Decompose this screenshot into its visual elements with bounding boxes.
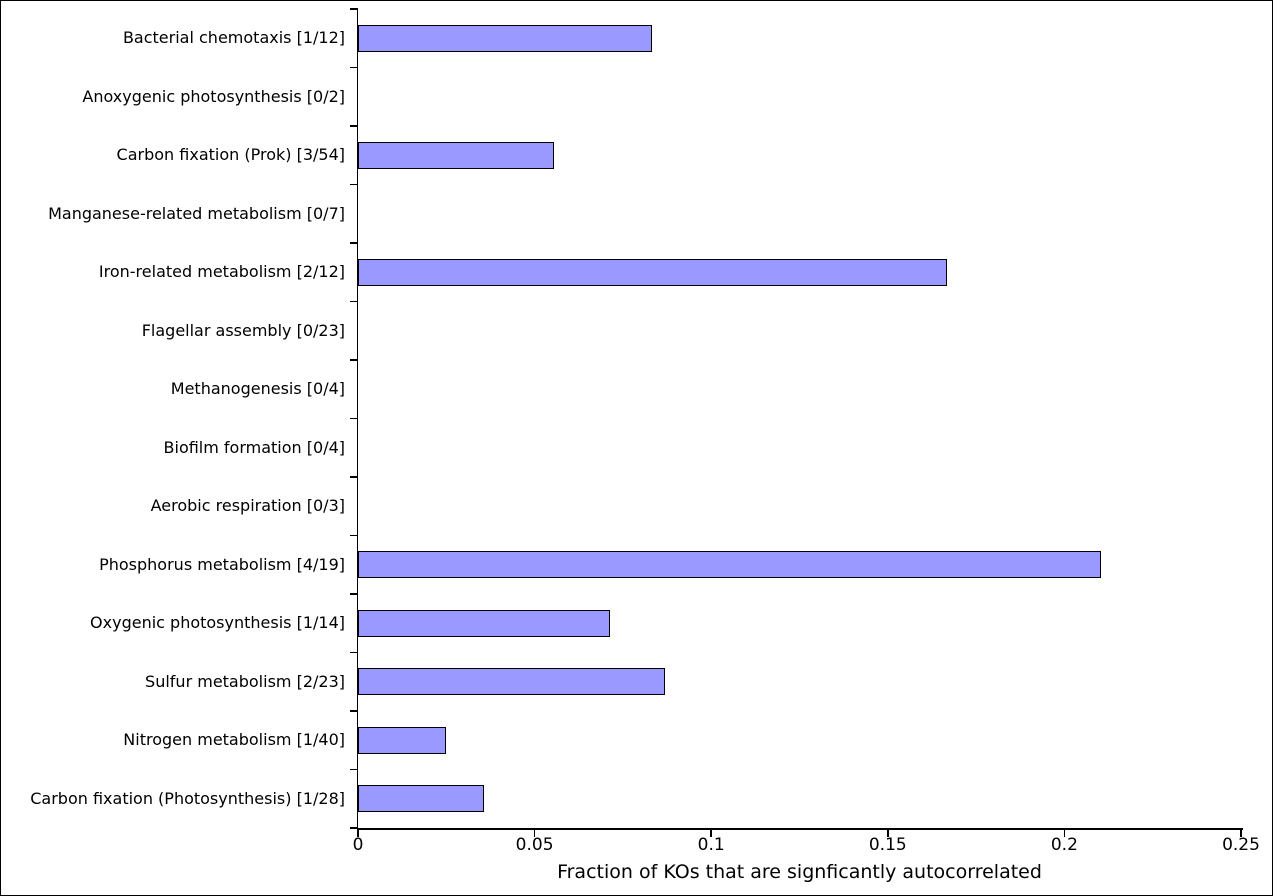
category-label: Anoxygenic photosynthesis [0/2] [82, 86, 345, 106]
bar [358, 551, 1102, 579]
x-axis-tick [533, 829, 536, 837]
y-axis-tick [350, 125, 358, 127]
category-label: Flagellar assembly [0/23] [141, 320, 345, 340]
y-axis-spine [356, 9, 358, 830]
y-axis-tick [350, 242, 358, 244]
y-axis-tick [350, 476, 358, 478]
y-axis-tick [350, 651, 358, 654]
category-label: Methanogenesis [0/4] [170, 379, 345, 399]
x-axis-tick-label: 0.15 [868, 835, 907, 855]
x-axis-tick [1240, 829, 1242, 837]
x-axis-tick [887, 829, 889, 837]
bar [358, 726, 447, 754]
category-label: Sulfur metabolism [2/23] [145, 671, 345, 691]
category-label: Iron-related metabolism [2/12] [98, 262, 345, 282]
x-axis-tick-label: 0.25 [1222, 835, 1260, 855]
x-axis-tick-label: 0 [352, 835, 364, 855]
bar [358, 24, 653, 52]
x-axis-spine [356, 828, 1243, 830]
x-axis-tick-label: 0.2 [1050, 835, 1078, 855]
y-axis-tick [350, 8, 358, 10]
x-axis-tick [357, 829, 359, 837]
y-axis-tick [350, 359, 358, 361]
category-label: Aerobic respiration [0/3] [150, 496, 345, 516]
bar [358, 609, 611, 637]
y-axis-tick [350, 417, 358, 420]
bar [358, 258, 947, 286]
y-axis-tick [350, 300, 358, 303]
category-label: Manganese-related metabolism [0/7] [48, 203, 345, 223]
bar [358, 668, 666, 696]
x-axis-tick-label: 0.05 [515, 835, 554, 855]
category-label: Carbon fixation (Prok) [3/54] [116, 145, 345, 165]
category-label: Nitrogen metabolism [1/40] [123, 730, 345, 750]
plot-area [358, 9, 1241, 828]
y-axis-tick [350, 768, 358, 771]
bar [358, 141, 555, 169]
x-axis-tick [1063, 829, 1066, 837]
bar [358, 785, 485, 813]
x-axis-tick [710, 829, 712, 837]
category-label: Biofilm formation [0/4] [163, 437, 345, 457]
y-axis-tick [350, 827, 358, 829]
category-label: Oxygenic photosynthesis [1/14] [90, 613, 345, 633]
y-axis-tick [350, 710, 358, 712]
y-axis-tick [350, 183, 358, 186]
category-label: Phosphorus metabolism [4/19] [99, 554, 345, 574]
category-label: Bacterial chemotaxis [1/12] [122, 28, 345, 48]
x-axis-tick-label: 0.1 [697, 835, 725, 855]
y-axis-tick [350, 66, 358, 69]
x-axis-title: Fraction of KOs that are signficantly au… [557, 861, 1042, 883]
category-label: Carbon fixation (Photosynthesis) [1/28] [30, 788, 345, 808]
y-axis-tick [350, 534, 358, 537]
y-axis-tick [350, 593, 358, 595]
